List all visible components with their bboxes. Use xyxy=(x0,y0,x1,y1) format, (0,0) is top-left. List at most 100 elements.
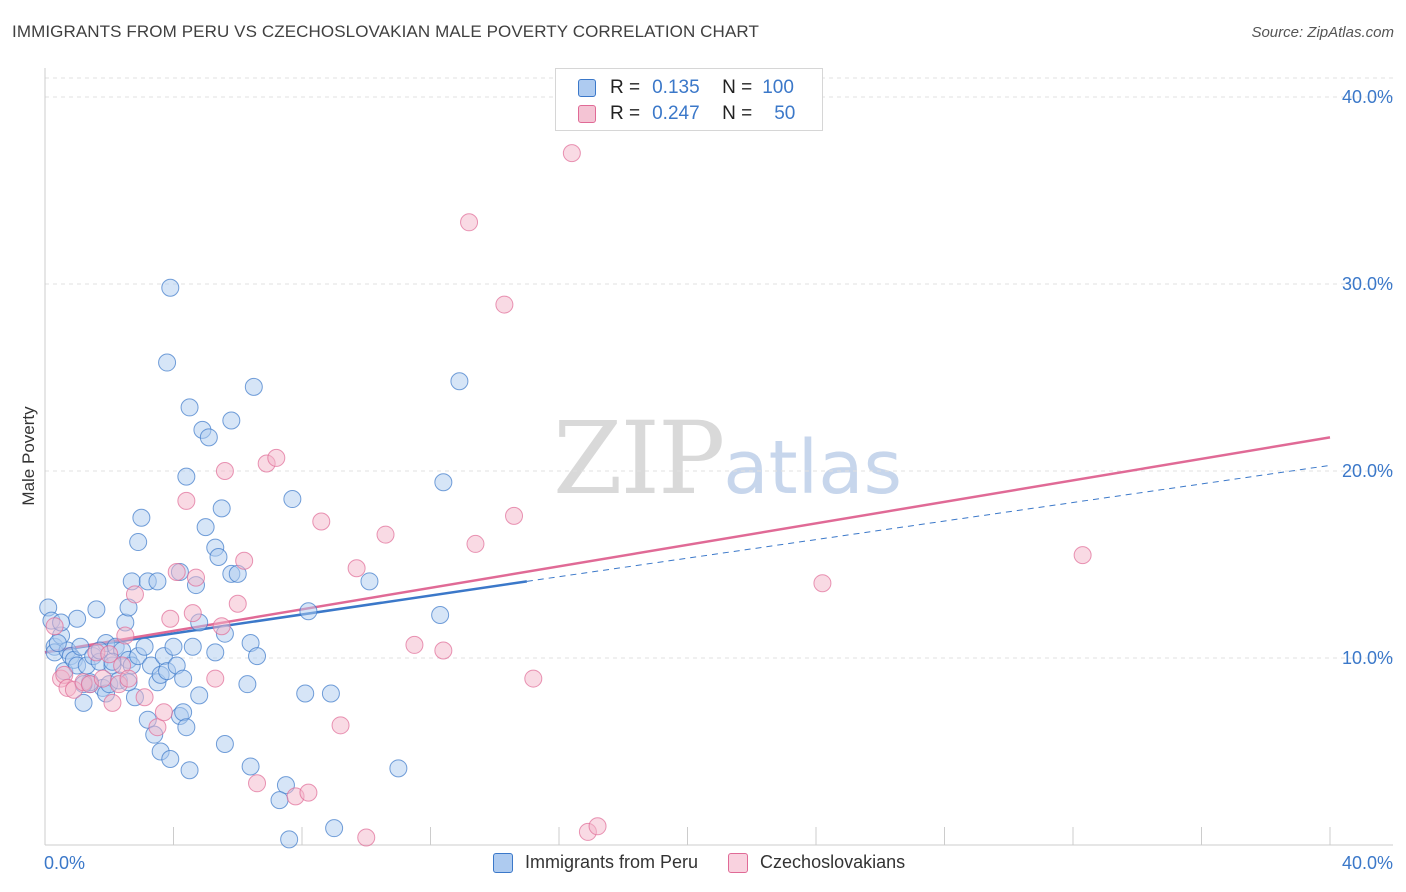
peru-point xyxy=(161,278,180,297)
legend-row-czech: R = 0.247 N = 50 xyxy=(578,102,795,126)
czech-point xyxy=(376,525,395,544)
watermark-zip: ZIP xyxy=(553,400,725,517)
peru-point xyxy=(431,605,450,624)
peru-point xyxy=(177,467,196,486)
czech-point xyxy=(562,144,581,163)
legend-r-value: 0.247 xyxy=(652,103,700,124)
czech-point xyxy=(228,594,247,613)
x-tick-label: 40.0% xyxy=(1342,853,1393,873)
legend-r-label: R = xyxy=(610,103,641,124)
czech-point xyxy=(215,462,234,480)
czech-point xyxy=(235,551,254,570)
peru-point xyxy=(206,643,225,662)
czech-trend-line xyxy=(44,436,1331,654)
y-tick-label: 40.0% xyxy=(1342,87,1393,107)
peru-point xyxy=(280,830,299,849)
correlation-legend: R = 0.135 N = 100 R = 0.247 N = 50 xyxy=(555,68,823,131)
peru-point xyxy=(244,377,263,396)
chart-title: IMMIGRANTS FROM PERU VS CZECHOSLOVAKIAN … xyxy=(12,22,759,41)
legend-n-label: N = xyxy=(722,77,753,98)
czech-point xyxy=(93,669,112,688)
axes xyxy=(44,68,1393,846)
czech-point xyxy=(588,817,607,836)
legend-label-peru: Immigrants from Peru xyxy=(525,852,699,872)
peru-point xyxy=(161,749,180,768)
peru-point xyxy=(241,757,260,776)
x-tick-label: 0.0% xyxy=(44,853,85,873)
data-points xyxy=(39,144,1092,849)
peru-point xyxy=(299,602,318,621)
peru-point xyxy=(174,703,193,722)
peru-point xyxy=(164,637,183,656)
czech-point xyxy=(167,562,186,581)
czech-point xyxy=(183,604,202,623)
czech-point xyxy=(331,716,350,735)
peru-point xyxy=(238,675,257,694)
peru-point xyxy=(360,572,379,591)
czech-point xyxy=(267,448,286,467)
peru-point xyxy=(183,637,202,656)
peru-point xyxy=(222,411,241,430)
watermark: ZIPatlas xyxy=(553,400,902,517)
czech-point xyxy=(45,617,64,636)
czech-point xyxy=(248,774,267,793)
series-legend: Immigrants from Peru Czechoslovakians xyxy=(493,852,935,873)
czech-point xyxy=(119,669,138,688)
legend-swatch-pink xyxy=(728,852,749,873)
czech-point xyxy=(460,213,479,232)
peru-point xyxy=(196,518,215,537)
czech-point xyxy=(186,568,205,587)
peru-point xyxy=(135,637,154,656)
peru-point xyxy=(158,353,177,372)
peru-point xyxy=(215,735,234,754)
czech-point xyxy=(135,688,154,707)
peru-point xyxy=(248,647,267,666)
peru-point xyxy=(87,600,106,619)
axis-labels: 10.0% 20.0% 30.0% 40.0% 0.0% 40.0% Male Povert… xyxy=(19,87,1393,873)
peru-point xyxy=(209,548,228,567)
peru-point xyxy=(283,490,302,509)
peru-point xyxy=(270,791,289,810)
czech-point xyxy=(103,693,122,712)
czech-point xyxy=(161,609,180,628)
peru-point xyxy=(212,499,231,518)
czech-point xyxy=(206,669,225,688)
legend-item-peru[interactable]: Immigrants from Peru xyxy=(493,852,698,873)
peru-point xyxy=(129,533,148,552)
czech-point xyxy=(154,703,173,722)
watermark-atlas: atlas xyxy=(723,425,903,511)
czech-point xyxy=(405,635,424,654)
legend-swatch-pink xyxy=(578,105,596,123)
peru-point xyxy=(71,637,90,656)
legend-item-czech[interactable]: Czechoslovakians xyxy=(728,852,905,873)
legend-swatch-blue xyxy=(578,79,596,97)
peru-point xyxy=(177,718,196,737)
peru-point xyxy=(190,686,209,705)
peru-point xyxy=(434,473,453,492)
czech-point xyxy=(813,574,832,593)
czech-point xyxy=(212,617,231,636)
y-tick-label: 10.0% xyxy=(1342,648,1393,668)
czech-point xyxy=(177,491,196,510)
legend-r-label: R = xyxy=(610,77,641,98)
peru-point xyxy=(325,819,344,838)
czech-point xyxy=(148,718,167,737)
legend-label-czech: Czechoslovakians xyxy=(760,852,906,872)
y-axis-label: Male Poverty xyxy=(19,406,38,506)
peru-point xyxy=(180,398,199,417)
gridlines xyxy=(45,77,1393,659)
czech-point xyxy=(524,669,543,688)
peru-point xyxy=(199,428,218,447)
peru-point xyxy=(450,372,469,391)
trend-lines xyxy=(44,436,1331,654)
peru-point xyxy=(74,693,93,712)
legend-swatch-blue xyxy=(493,852,513,873)
y-tick-label: 30.0% xyxy=(1342,274,1393,294)
legend-row-peru: R = 0.135 N = 100 xyxy=(578,76,794,100)
czech-point xyxy=(495,295,514,314)
peru-point xyxy=(174,669,193,688)
peru-point xyxy=(132,508,151,527)
czech-point xyxy=(299,783,318,802)
czech-point xyxy=(312,512,331,531)
